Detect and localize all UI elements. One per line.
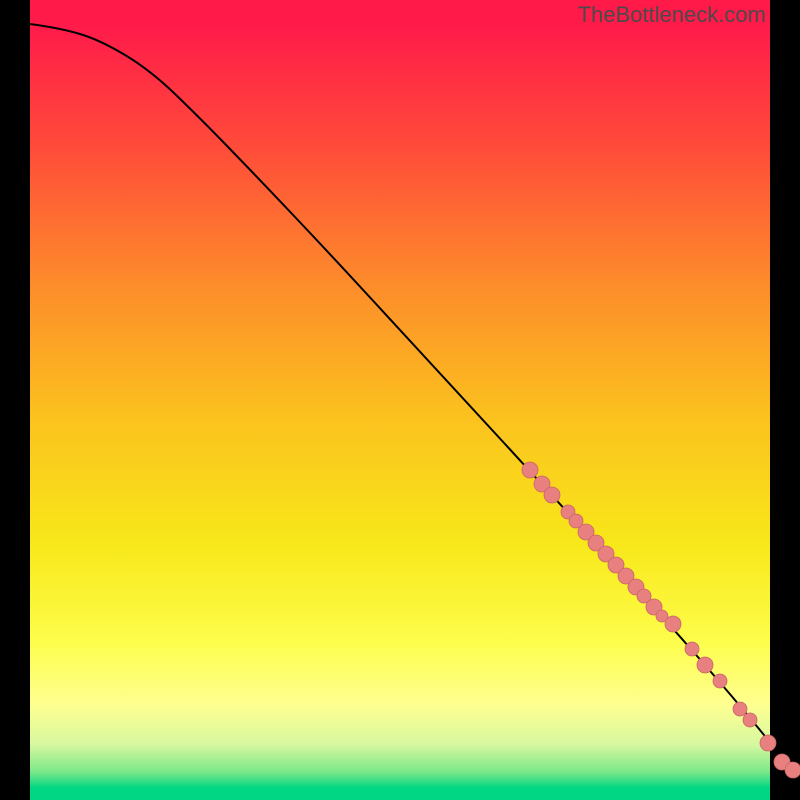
scatter-marker — [713, 674, 727, 688]
scatter-marker — [760, 735, 776, 751]
scatter-marker — [733, 702, 747, 716]
scatter-marker — [785, 762, 800, 778]
chart-root: TheBottleneck.com — [0, 0, 800, 800]
chart-svg — [0, 0, 800, 800]
scatter-marker — [685, 642, 699, 656]
scatter-marker — [697, 657, 713, 673]
scatter-marker — [544, 487, 560, 503]
scatter-marker — [665, 616, 681, 632]
curve-line — [30, 24, 790, 768]
scatter-markers — [522, 462, 800, 778]
scatter-marker — [522, 462, 538, 478]
scatter-marker — [743, 713, 757, 727]
